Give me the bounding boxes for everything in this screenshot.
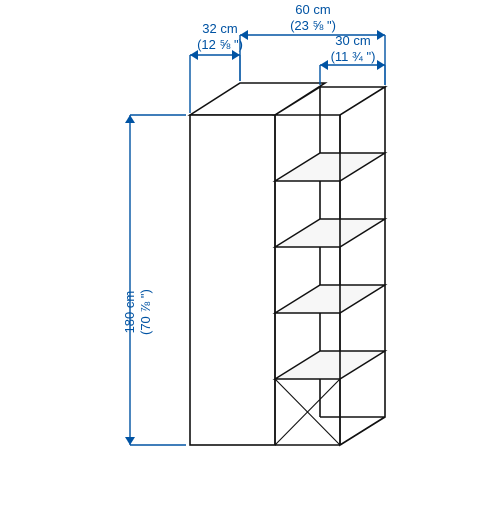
dimension-height-metric: 180 cm <box>122 291 137 334</box>
dimension-total-width-metric: 60 cm <box>295 2 330 17</box>
dimension-height-imperial: (70 ⅞ ") <box>138 289 153 335</box>
dimension-open-width-imperial: (11 ¾ ") <box>331 49 376 64</box>
dimension-depth-label: 32 cm (12 ⅝ ") <box>190 21 250 54</box>
dimension-total-width-imperial: (23 ⅝ ") <box>290 18 336 33</box>
dimension-height-label: 180 cm (70 ⅞ ") <box>122 289 155 335</box>
dimension-open-width-label: 30 cm (11 ¾ ") <box>313 33 393 66</box>
dimension-total-width-label: 60 cm (23 ⅝ ") <box>268 2 358 35</box>
dimension-open-width-metric: 30 cm <box>335 33 370 48</box>
dimension-depth-metric: 32 cm <box>202 21 237 36</box>
diagram-svg <box>0 0 500 500</box>
dimension-depth-imperial: (12 ⅝ ") <box>197 37 243 52</box>
diagram-stage: 180 cm (70 ⅞ ") 32 cm (12 ⅝ ") 60 cm (23… <box>0 0 500 500</box>
